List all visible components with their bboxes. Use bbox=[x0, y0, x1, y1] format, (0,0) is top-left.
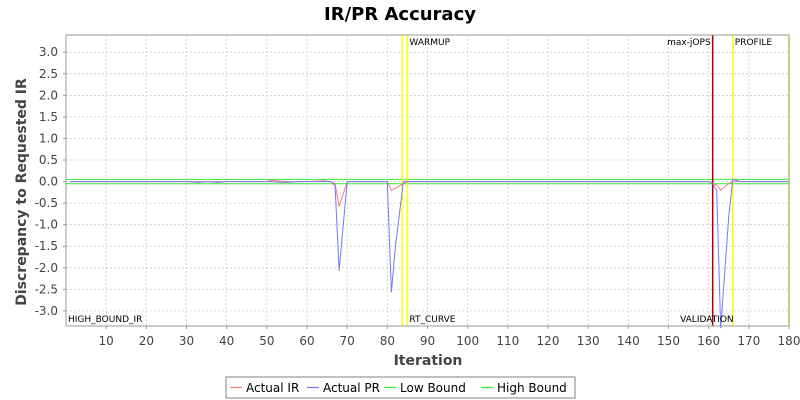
y-tick-label: 1.0 bbox=[39, 131, 58, 145]
y-tick-label: -2.5 bbox=[35, 282, 58, 296]
legend: Actual IR Actual PR Low Bound High Bound bbox=[225, 376, 576, 399]
grid bbox=[66, 35, 790, 326]
y-tick-label: -1.5 bbox=[35, 239, 58, 253]
x-tick-label: 60 bbox=[299, 334, 314, 348]
legend-label: Low Bound bbox=[400, 381, 466, 395]
legend-box bbox=[225, 376, 576, 399]
bounds-lines bbox=[66, 178, 789, 185]
x-tick-label: 140 bbox=[617, 334, 640, 348]
legend-label: Actual IR bbox=[246, 381, 299, 395]
x-tick-label: 160 bbox=[697, 334, 720, 348]
x-tick-label: 170 bbox=[737, 334, 760, 348]
x-tick-label: 50 bbox=[259, 334, 274, 348]
event-marker-label: VALIDATION bbox=[680, 315, 734, 325]
x-tick-label: 10 bbox=[99, 334, 114, 348]
x-tick-label: 90 bbox=[420, 334, 435, 348]
y-tick-label: 1.5 bbox=[39, 110, 58, 124]
data-series bbox=[70, 178, 789, 329]
x-tick-label: 130 bbox=[577, 334, 600, 348]
y-tick-label: 0.0 bbox=[39, 175, 58, 189]
chart-title: IR/PR Accuracy bbox=[324, 4, 476, 25]
x-tick-label: 100 bbox=[456, 334, 479, 348]
y-axis: 3.0 2.5 2.0 1.5 1.0 0.5 0.0 -0.5 -1.0 -1.5 -2.0 -2.… bbox=[35, 45, 66, 318]
bound-label: HIGH_BOUND_IR bbox=[68, 315, 142, 325]
y-tick-label: -2.0 bbox=[35, 261, 58, 275]
x-tick-label: 30 bbox=[179, 334, 194, 348]
y-tick-label: -0.5 bbox=[35, 196, 58, 210]
x-tick-label: 20 bbox=[139, 334, 154, 348]
x-tick-label: 70 bbox=[340, 334, 355, 348]
x-tick-label: 180 bbox=[778, 334, 800, 348]
x-axis: 10 20 30 40 50 60 70 80 90 100 110 120 130 140 150 160 1… bbox=[99, 326, 800, 348]
x-tick-label: 110 bbox=[496, 334, 519, 348]
y-tick-label: -1.0 bbox=[35, 218, 58, 232]
y-tick-label: 3.0 bbox=[39, 45, 58, 59]
y-tick-label: 0.5 bbox=[39, 153, 58, 167]
y-axis-title: Discrepancy to Requested IR bbox=[14, 78, 30, 306]
event-marker-label: RT_CURVE bbox=[409, 315, 455, 325]
x-axis-title: Iteration bbox=[394, 353, 463, 369]
x-tick-label: 40 bbox=[219, 334, 234, 348]
legend-label: High Bound bbox=[497, 381, 567, 395]
x-tick-label: 80 bbox=[380, 334, 395, 348]
series-line bbox=[70, 178, 789, 329]
y-tick-label: -3.0 bbox=[35, 304, 58, 318]
y-tick-label: 2.5 bbox=[39, 67, 58, 81]
event-marker-label: max-jOPS bbox=[667, 38, 711, 48]
x-tick-label: 120 bbox=[537, 334, 560, 348]
event-marker-label: PROFILE bbox=[735, 38, 773, 48]
x-tick-label: 150 bbox=[657, 334, 680, 348]
event-marker-label: WARMUP bbox=[409, 38, 450, 48]
legend-label: Actual PR bbox=[323, 381, 380, 395]
y-tick-label: 2.0 bbox=[39, 88, 58, 102]
series-line bbox=[70, 179, 789, 207]
event-marker-labels: WARMUP RT_CURVE max-jOPS VALIDATION PROFILE H… bbox=[68, 38, 772, 325]
